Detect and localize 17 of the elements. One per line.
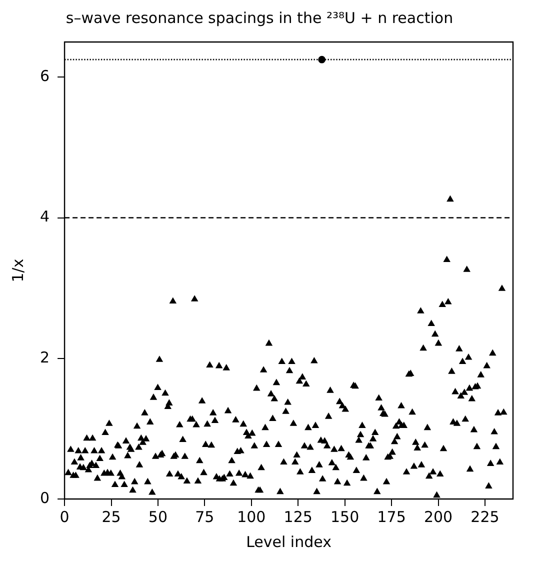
chart-title: s–wave resonance spacings in the ²³⁸U + n reaction <box>66 8 454 27</box>
x-tick-label: 200 <box>424 508 453 526</box>
x-tick-label: 175 <box>377 508 406 526</box>
x-tick-label: 100 <box>237 508 266 526</box>
x-tick-label: 125 <box>284 508 312 526</box>
y-axis-title: 1/x <box>8 258 27 282</box>
y-tick-label: 0 <box>40 488 50 507</box>
x-tick-label: 0 <box>60 508 70 526</box>
x-tick-label: 25 <box>102 508 121 526</box>
y-tick-label: 4 <box>40 208 50 226</box>
x-axis-title: Level index <box>246 532 332 551</box>
y-tick-label: 6 <box>40 67 50 86</box>
x-tick-label: 150 <box>330 508 360 526</box>
y-tick-label: 2 <box>40 348 50 366</box>
x-tick-label: 50 <box>148 508 168 526</box>
x-tick-label: 75 <box>195 508 214 526</box>
x-tick-label: 225 <box>470 508 500 526</box>
